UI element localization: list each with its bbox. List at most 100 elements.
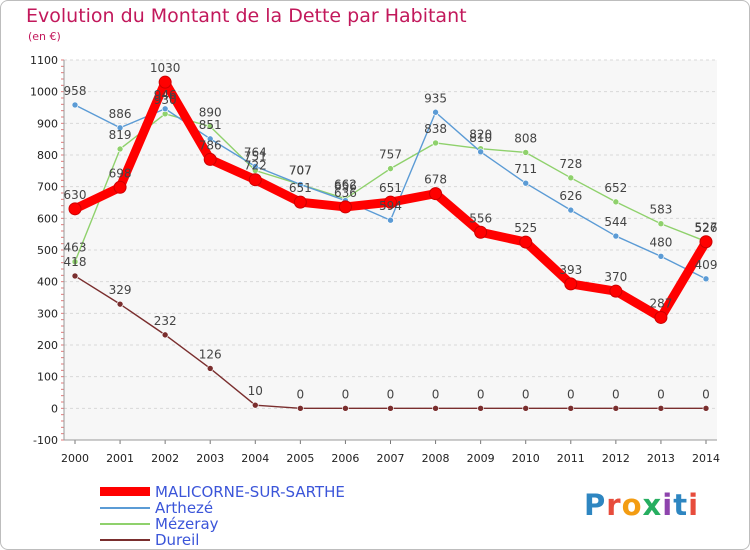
data-label-0: 678 xyxy=(424,173,447,187)
data-point-0 xyxy=(474,225,488,239)
x-tick-label: 2011 xyxy=(557,452,585,465)
data-point-0 xyxy=(68,202,82,216)
data-label-1: 810 xyxy=(469,131,492,145)
data-point-1 xyxy=(161,105,169,113)
y-tick-label: 300 xyxy=(37,307,58,320)
data-point-3 xyxy=(116,300,124,308)
data-label-3: 0 xyxy=(432,387,440,401)
data-label-0: 370 xyxy=(604,270,627,284)
data-label-1: 544 xyxy=(604,215,627,229)
x-tick-label: 2000 xyxy=(61,452,89,465)
data-point-1 xyxy=(387,216,394,224)
legend-swatch-dureil xyxy=(100,539,150,541)
x-tick-label: 2014 xyxy=(692,452,720,465)
data-point-0 xyxy=(293,195,307,209)
x-tick-label: 2004 xyxy=(241,452,269,465)
data-point-3 xyxy=(612,405,620,412)
data-point-0 xyxy=(384,195,397,209)
data-label-2: 707 xyxy=(289,163,312,177)
data-point-2 xyxy=(657,220,665,228)
data-label-0: 630 xyxy=(64,188,87,202)
data-label-1: 480 xyxy=(649,235,672,249)
data-label-0: 651 xyxy=(289,181,312,195)
data-label-0: 1030 xyxy=(150,61,181,75)
data-point-0 xyxy=(699,235,713,249)
legend-label-mezeray: Mézeray xyxy=(155,515,219,533)
data-label-3: 0 xyxy=(567,387,575,401)
data-label-2: 583 xyxy=(649,203,672,217)
data-point-3 xyxy=(297,405,304,412)
data-label-1: 656 xyxy=(334,180,357,194)
data-point-1 xyxy=(116,124,124,132)
x-tick-label: 2010 xyxy=(512,452,540,465)
data-label-0: 556 xyxy=(469,211,492,225)
y-tick-label: 100 xyxy=(37,371,58,384)
data-label-0: 722 xyxy=(244,159,267,173)
data-label-3: 0 xyxy=(297,387,305,401)
data-point-0 xyxy=(338,200,352,214)
data-label-0: 651 xyxy=(379,181,402,195)
x-tick-label: 2007 xyxy=(377,452,405,465)
data-point-2 xyxy=(612,198,620,206)
data-point-2 xyxy=(432,139,439,147)
data-point-0 xyxy=(654,310,668,324)
data-point-1 xyxy=(432,108,439,116)
data-label-2: 890 xyxy=(199,106,222,120)
proxiti-logo: Proxiti xyxy=(584,488,700,522)
data-label-0: 786 xyxy=(199,138,222,152)
data-point-3 xyxy=(387,405,394,412)
data-label-3: 0 xyxy=(657,387,665,401)
legend-label-malicorne: MALICORNE-SUR-SARTHE xyxy=(155,483,345,501)
data-point-0 xyxy=(158,75,172,89)
data-point-3 xyxy=(251,401,259,409)
data-label-1: 594 xyxy=(379,199,402,213)
data-label-1: 711 xyxy=(514,162,537,176)
data-point-3 xyxy=(71,272,79,280)
data-label-1: 946 xyxy=(154,88,177,102)
data-label-2: 930 xyxy=(154,93,177,107)
data-label-2: 662 xyxy=(334,178,357,192)
legend-label-dureil: Dureil xyxy=(155,531,200,549)
legend-swatch-artheze xyxy=(100,507,150,509)
y-tick-label: 600 xyxy=(37,212,58,225)
data-label-1: 958 xyxy=(64,84,87,98)
data-point-1 xyxy=(71,101,79,109)
x-tick-label: 2002 xyxy=(151,452,179,465)
y-tick-label: 800 xyxy=(37,149,58,162)
data-label-2: 757 xyxy=(379,148,402,162)
data-label-2: 820 xyxy=(469,128,492,142)
y-tick-label: 200 xyxy=(37,339,58,352)
data-point-1 xyxy=(657,253,665,260)
data-label-2: 808 xyxy=(514,131,537,145)
data-label-2: 819 xyxy=(109,128,132,142)
data-label-1: 764 xyxy=(244,145,267,159)
y-tick-label: -100 xyxy=(33,434,58,447)
data-point-3 xyxy=(702,405,710,412)
data-label-3: 126 xyxy=(199,347,222,361)
data-label-3: 0 xyxy=(612,387,620,401)
legend-swatch-mezeray xyxy=(100,523,150,525)
data-point-1 xyxy=(522,179,530,187)
data-point-3 xyxy=(522,405,530,412)
data-point-3 xyxy=(477,405,484,412)
x-tick-label: 2012 xyxy=(602,452,630,465)
data-label-2: 728 xyxy=(559,157,582,171)
data-point-0 xyxy=(519,235,533,249)
chart-title: Evolution du Montant de la Dette par Hab… xyxy=(26,5,467,27)
legend-swatch-malicorne xyxy=(100,487,150,496)
data-point-1 xyxy=(206,135,214,143)
data-point-1 xyxy=(251,163,259,170)
data-point-2 xyxy=(116,145,124,153)
x-tick-label: 2005 xyxy=(286,452,314,465)
data-label-0: 287 xyxy=(649,296,672,310)
data-label-0: 526 xyxy=(695,221,718,235)
data-point-2 xyxy=(567,174,575,182)
data-point-3 xyxy=(342,405,349,412)
data-label-3: 232 xyxy=(154,314,177,328)
data-label-3: 418 xyxy=(64,255,87,269)
data-label-2: 527 xyxy=(695,220,718,234)
y-tick-label: 1100 xyxy=(30,54,58,67)
data-point-2 xyxy=(71,258,79,266)
data-label-2: 751 xyxy=(244,150,267,164)
data-point-2 xyxy=(206,123,214,130)
